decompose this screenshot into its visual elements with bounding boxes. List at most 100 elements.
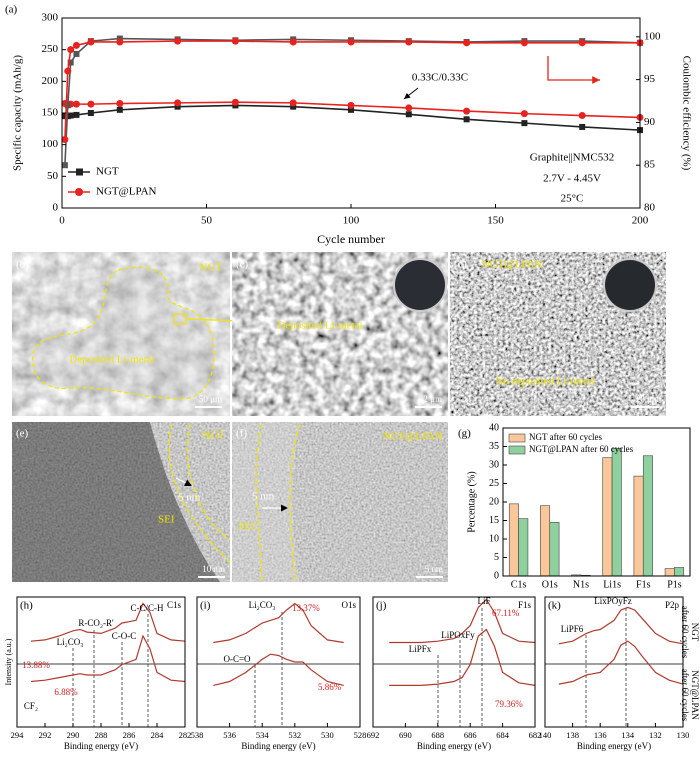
point (174, 99, 182, 107)
x-tick-label: 282 (179, 730, 192, 740)
bar (549, 522, 560, 577)
x-tick-label: F1s (636, 579, 651, 590)
side-label-line: after 60 cycles (680, 606, 690, 659)
x-tick-label: 538 (191, 730, 204, 740)
plot-frame (544, 596, 684, 728)
y2-tick-label: 85 (644, 159, 656, 171)
annotation: C-C/C-H (130, 603, 164, 613)
image-text: SEI (158, 514, 175, 526)
x-tick-label: 136 (594, 730, 607, 740)
legend-swatch (508, 445, 526, 455)
image-text: 5 nm (252, 491, 275, 503)
x-tick-label: 690 (399, 730, 412, 740)
annotation: 25°C (561, 193, 584, 205)
point (231, 37, 239, 45)
y-tick-label: 40 (489, 422, 499, 433)
tem-image (12, 422, 230, 582)
point (116, 100, 124, 107)
x-tick-label: 534 (256, 730, 270, 740)
sei-boundary (289, 423, 301, 583)
scale-text: 5 nm (425, 564, 443, 574)
annotation: R-CO₂-R' (78, 618, 114, 628)
image-d: (d) NGT@LPAN No deposited Li-metal 20 μm (450, 252, 666, 416)
annotation: LixPOyFz (594, 596, 632, 606)
y-tick-label: 0 (494, 570, 499, 581)
point (61, 162, 68, 169)
x-tick-label: 682 (529, 730, 542, 740)
image-text: 5 nm (178, 492, 201, 504)
point (73, 111, 80, 118)
y2-tick-label: 95 (644, 73, 656, 85)
x-tick-label: O1s (542, 579, 558, 590)
side-label-line: NGT (690, 623, 700, 642)
x-tick-label: 528 (354, 730, 367, 740)
x-tick-label: 692 (367, 730, 380, 740)
image-b: (b) NGT Deposited Li-metal 50 μm (12, 252, 269, 416)
bar (642, 455, 653, 577)
annotation: C-O-C (112, 631, 137, 641)
x-tick-label: 684 (496, 730, 510, 740)
deposit-outline (32, 266, 215, 400)
image-text: NGT@LPAN (383, 431, 444, 443)
y-tick-label: 50 (47, 170, 59, 182)
annotation: Li₂CO₃ (57, 637, 84, 647)
y-tick-label: 35 (489, 441, 499, 452)
side-label-line: NGT@LPAN (690, 670, 700, 720)
y2-tick-label: 90 (644, 116, 656, 128)
series-line (558, 606, 684, 645)
tem-image (232, 422, 448, 582)
x-tick-label: 140 (539, 730, 552, 740)
y-tick-label: 5 (494, 552, 499, 563)
annotation: Graphite||NMC532 (530, 152, 614, 164)
point (231, 98, 239, 106)
point (67, 59, 74, 66)
point (289, 38, 297, 46)
point (73, 50, 80, 57)
point (64, 67, 72, 75)
x-tick-label: 100 (343, 215, 360, 227)
annotation: C1s (167, 600, 182, 610)
image-f: (f) NGT@LPAN 5 nm SEI 5 nm (232, 422, 448, 583)
inset-photo (393, 258, 447, 312)
bar (602, 457, 613, 577)
annotation: F1s (518, 600, 532, 610)
tem-region (232, 422, 300, 582)
annotation: LiPOxFy (441, 630, 475, 640)
x-tick-label: 290 (67, 730, 80, 740)
image-e: (e) NGT 5 nm SEI 10 nm (12, 422, 231, 582)
x-tick-label: 532 (288, 730, 301, 740)
point (347, 38, 355, 46)
series-line (558, 640, 684, 685)
point (520, 110, 528, 118)
y-axis-label: Specific capacity (mAh/g) (12, 55, 24, 171)
image-text: NGT (199, 262, 222, 274)
bar (540, 505, 551, 577)
y-tick-label: 150 (42, 107, 59, 119)
x-tick-label: 686 (464, 730, 477, 740)
x-axis-label: Cycle number (317, 232, 385, 246)
image-text: No deposited Li-metal (496, 376, 595, 388)
image-text: NGT@LPAN (482, 259, 543, 271)
point (72, 100, 80, 108)
legend-label: NGT after 60 cycles (529, 432, 603, 442)
annotation: 6.88% (54, 687, 78, 697)
x-tick-label: 688 (431, 730, 444, 740)
bar (611, 448, 622, 577)
plot-frame (372, 596, 536, 728)
annotation: O-C=O (223, 654, 251, 664)
bar (674, 567, 685, 577)
y2-tick-label: 100 (644, 30, 661, 42)
legend-label: NGT@LPAN after 60 cycles (529, 444, 634, 454)
point (405, 38, 413, 46)
panel-label: (a) (5, 4, 18, 16)
y-tick-label: 10 (489, 533, 499, 544)
point (405, 111, 412, 118)
y-tick-label: 100 (42, 138, 59, 150)
annotation: 67.11% (492, 608, 520, 618)
series-line (389, 628, 536, 686)
point (64, 102, 71, 109)
sei-boundary (255, 423, 263, 583)
annotation: CF₂ (24, 701, 38, 711)
x-tick-label: 50 (201, 215, 213, 227)
